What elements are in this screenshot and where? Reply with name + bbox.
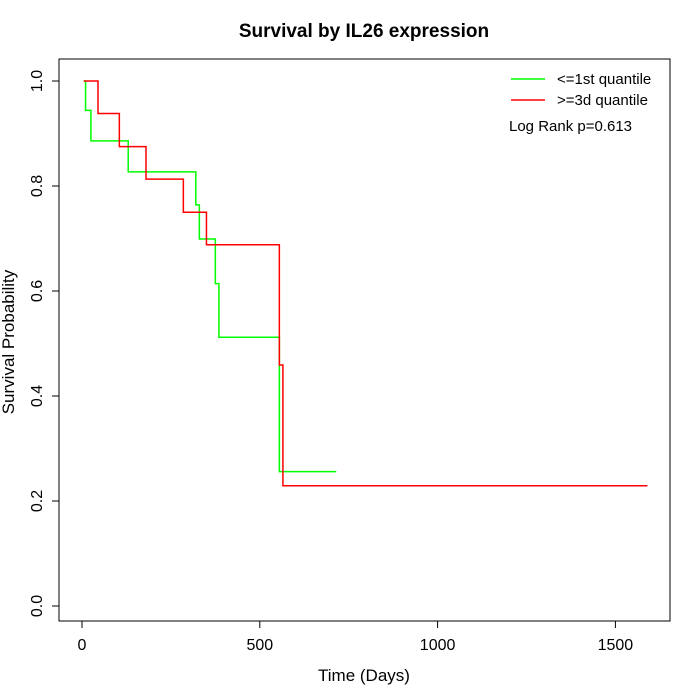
x-tick-label: 500 <box>246 637 273 654</box>
legend-label-high: >=3d quantile <box>557 92 648 109</box>
y-axis: 0.0 0.2 0.4 0.6 0.8 1.0 <box>29 70 60 617</box>
y-tick-label: 0.0 <box>29 595 46 617</box>
x-tick-label: 0 <box>78 637 87 654</box>
chart-title: Survival by IL26 expression <box>239 21 489 42</box>
y-axis-label: Survival Probability <box>0 269 18 414</box>
y-tick-label: 0.8 <box>29 175 46 197</box>
x-tick-label: 1000 <box>420 637 456 654</box>
y-tick-label: 0.4 <box>29 385 46 407</box>
series-line-0 <box>83 80 337 473</box>
y-tick-label: 0.2 <box>29 490 46 512</box>
x-axis-label: Time (Days) <box>318 666 410 685</box>
y-tick-label: 0.6 <box>29 280 46 302</box>
legend: <=1st quantile >=3d quantile <box>511 71 651 109</box>
series-line-1 <box>83 80 648 487</box>
x-axis: 0 500 1000 1500 <box>78 620 634 654</box>
log-rank-annotation: Log Rank p=0.613 <box>509 118 632 135</box>
legend-label-low: <=1st quantile <box>557 71 651 88</box>
y-tick-label: 1.0 <box>29 70 46 92</box>
x-tick-label: 1500 <box>598 637 634 654</box>
series-layer <box>83 80 648 487</box>
